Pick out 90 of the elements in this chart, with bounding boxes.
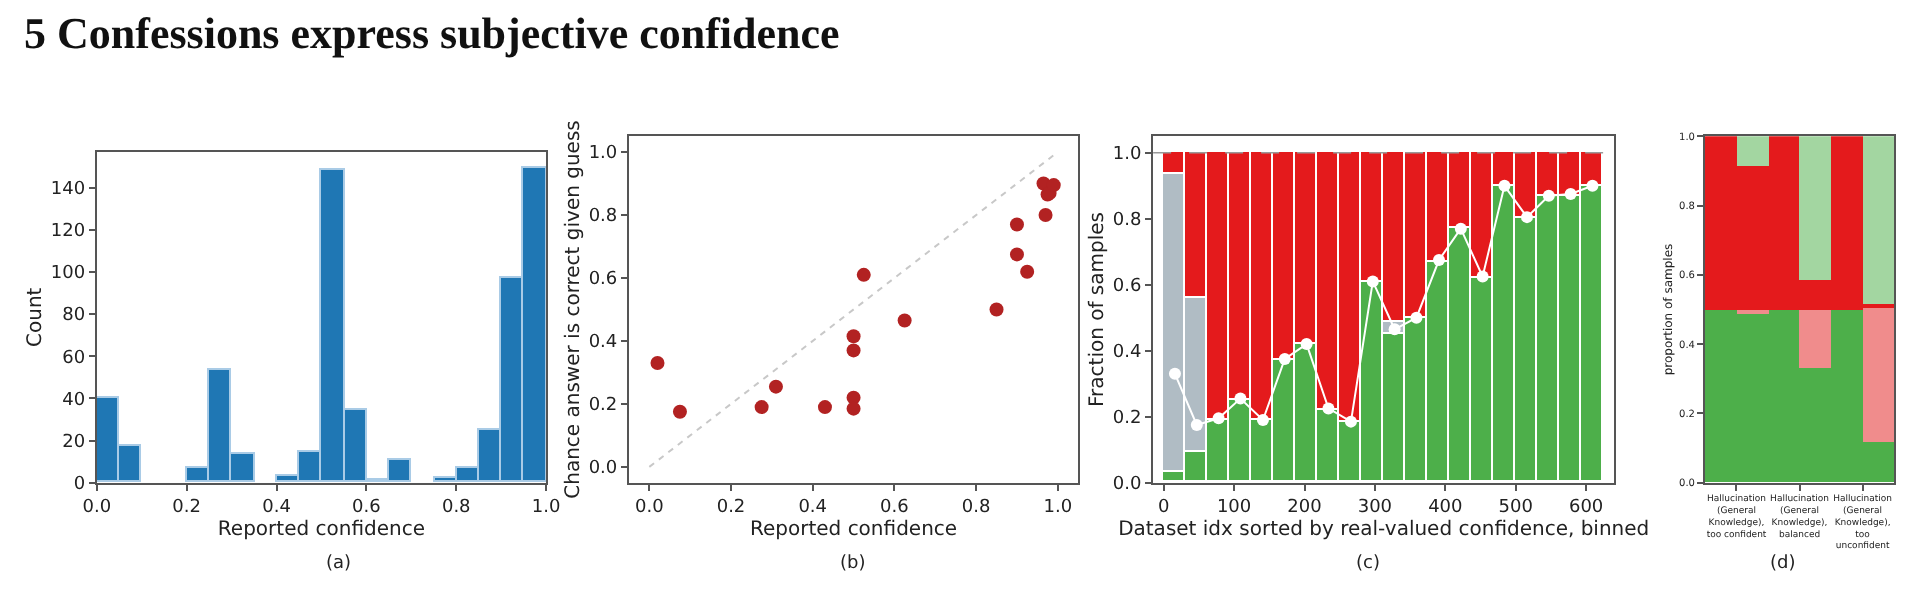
- point: [1234, 392, 1247, 405]
- point: [1322, 402, 1335, 415]
- x-axis-title: Reported confidence: [217, 519, 426, 542]
- point: [989, 302, 1004, 317]
- x-tick-label: 0.2: [172, 498, 201, 519]
- x-tick-label: 0.4: [798, 498, 828, 519]
- x-tick-label: 0.6: [352, 498, 382, 519]
- y-tick-label: 1.0: [1112, 145, 1143, 166]
- point: [1410, 311, 1423, 324]
- point: [1498, 179, 1511, 192]
- y-tick-label: 0.0: [1112, 474, 1143, 495]
- bar: [1736, 136, 1769, 167]
- point: [1586, 179, 1599, 192]
- point: [1168, 367, 1181, 380]
- point: [1564, 188, 1577, 201]
- x-tick-label: 0.4: [262, 498, 292, 519]
- point: [1020, 264, 1035, 279]
- y-tick-label: 0.2: [1112, 408, 1142, 429]
- y-tick-label: 0.2: [588, 396, 618, 417]
- y-tick-label: 0: [73, 474, 86, 495]
- x-tick-label: 100: [1216, 498, 1252, 519]
- y-axis-title: Count: [24, 287, 47, 347]
- y-tick-label: 0.4: [1112, 343, 1143, 364]
- y-tick-label: 120: [50, 222, 86, 243]
- point: [1454, 222, 1467, 235]
- point: [650, 356, 665, 371]
- point: [1300, 338, 1313, 351]
- point: [1256, 413, 1269, 426]
- x-tick-label: 0.8: [961, 498, 991, 519]
- y-tick-label: 0.6: [1112, 277, 1143, 298]
- x-axis-title: Reported confidence: [749, 519, 958, 542]
- x-tick-label: 500: [1498, 498, 1534, 519]
- bar: [1798, 310, 1831, 369]
- y-tick-label: 20: [62, 432, 86, 453]
- x-tick-label: 0.2: [716, 498, 746, 519]
- x-tick-label: 300: [1357, 498, 1393, 519]
- x-tick-label: 0.0: [634, 498, 665, 519]
- bar: [1862, 136, 1895, 305]
- point: [856, 267, 871, 282]
- y-tick-label: 0.0: [588, 459, 618, 480]
- bar: [1798, 136, 1831, 281]
- y-tick-label: 140: [50, 180, 86, 200]
- point: [1038, 208, 1053, 223]
- y-tick-label: 0.8: [588, 207, 618, 228]
- y-tick-label: 60: [62, 348, 86, 369]
- text: (a): [326, 554, 352, 574]
- y-tick-label: 1.0: [588, 144, 618, 165]
- x-axis-title: Dataset idx sorted by real-valued confidence, binned: [1118, 519, 1650, 542]
- point: [1476, 270, 1489, 283]
- text: 5 Confessions express subjective confidence: [24, 8, 841, 58]
- point: [768, 379, 783, 394]
- point: [754, 400, 769, 415]
- point: [1432, 254, 1445, 267]
- x-tick-label: 1.0: [531, 498, 561, 519]
- point: [1366, 275, 1379, 288]
- x-tick-label: 400: [1428, 498, 1464, 519]
- x-tick-label: 1.0: [1043, 498, 1073, 519]
- point: [1388, 323, 1401, 336]
- point: [1009, 217, 1024, 232]
- point: [817, 400, 832, 415]
- y-axis-title: Chance answer is correct given guess: [562, 120, 585, 499]
- y-axis-title: Fraction of samples: [1086, 212, 1109, 407]
- y-tick-label: 0.6: [588, 270, 618, 291]
- text: (b): [840, 554, 866, 574]
- x-tick-label: 200: [1287, 498, 1323, 519]
- point: [1542, 189, 1555, 202]
- y-tick-label: 100: [50, 264, 86, 285]
- point: [846, 343, 861, 358]
- point: [1278, 352, 1291, 365]
- y-tick-label: 0.8: [1112, 211, 1143, 232]
- x-tick-label: 0.6: [880, 498, 910, 519]
- point: [846, 329, 861, 344]
- x-tick-label: 0.8: [441, 498, 472, 519]
- bar: [1862, 308, 1895, 443]
- text: (c): [1356, 554, 1380, 574]
- point: [1009, 247, 1024, 262]
- x-tick-label: 600: [1568, 498, 1604, 519]
- point: [846, 401, 861, 416]
- point: [1344, 415, 1357, 428]
- point: [1520, 211, 1533, 224]
- y-tick-label: 80: [62, 306, 86, 327]
- y-tick-label: 40: [62, 390, 86, 411]
- point: [897, 313, 912, 328]
- y-tick-label: 0.4: [588, 333, 618, 354]
- point: [672, 404, 687, 419]
- point: [1190, 418, 1203, 431]
- x-tick-label: 0.0: [82, 498, 112, 519]
- x-tick-label: 0: [1157, 498, 1170, 519]
- text: (d): [1770, 554, 1796, 574]
- point: [1212, 412, 1225, 425]
